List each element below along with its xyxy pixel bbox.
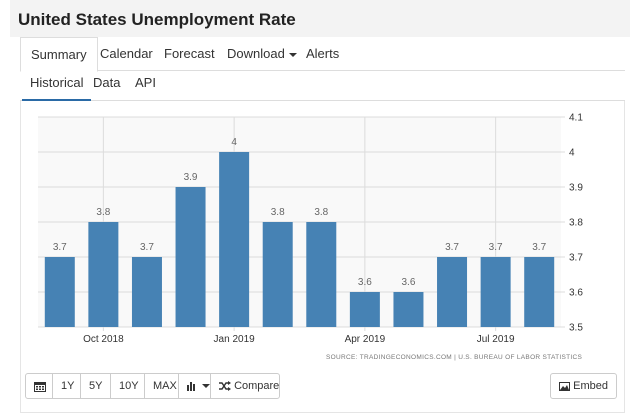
y-tick-label: 3.7 (569, 253, 583, 264)
caret-down-icon (288, 52, 297, 57)
bar (88, 222, 119, 327)
x-tick-label: Jan 2019 (214, 334, 256, 345)
bar-value-label: 3.7 (53, 242, 67, 253)
tab-alerts[interactable]: Alerts (296, 37, 349, 71)
chart-type-button[interactable] (178, 373, 211, 399)
compare-button[interactable]: Compare (210, 373, 280, 399)
subtab-data-label: Data (93, 75, 121, 90)
unemployment-chart: 4.1 4 3.9 3.8 3.7 3.6 3.5 3.7 3.8 3.7 3.9 4 3.8 3.8 3.… (38, 113, 583, 361)
bar-value-label: 4 (231, 137, 237, 148)
chart-panel: 4.1 4 3.9 3.8 3.7 3.6 3.5 3.7 3.8 3.7 3.9 4 3.8 3.8 3.… (20, 101, 625, 366)
range-5y-button[interactable]: 5Y (80, 373, 111, 399)
range-max-label: MAX (153, 380, 177, 392)
bar (437, 257, 468, 327)
main-tabs: Summary Calendar Forecast Download Alert… (20, 37, 625, 72)
sub-tabs: Historical Data API (20, 71, 625, 101)
embed-button[interactable]: Embed (550, 373, 617, 399)
subtab-historical[interactable]: Historical (22, 71, 92, 101)
subtab-api[interactable]: API (127, 71, 164, 101)
tab-calendar[interactable]: Calendar (90, 37, 163, 71)
range-max-button[interactable]: MAX (144, 373, 179, 399)
subtab-api-label: API (135, 75, 156, 90)
image-icon (559, 381, 571, 391)
range-10y-button[interactable]: 10Y (110, 373, 145, 399)
tab-forecast[interactable]: Forecast (154, 37, 225, 71)
y-tick-label: 3.6 (569, 288, 583, 299)
range-1y-label: 1Y (61, 380, 75, 392)
bar-chart-icon (187, 382, 195, 392)
embed-label: Embed (573, 380, 608, 392)
tab-summary-label: Summary (31, 47, 87, 62)
chart-controls: 1Y 5Y 10Y MAX Compare Embed (20, 366, 625, 413)
y-tick-label: 3.9 (569, 183, 583, 194)
x-tick-label: Oct 2018 (83, 334, 124, 345)
bar-value-label: 3.6 (402, 277, 416, 288)
bar-value-label: 3.6 (358, 277, 372, 288)
bar-value-label: 3.8 (271, 207, 285, 218)
x-tick-label: Jul 2019 (477, 334, 515, 345)
tab-download[interactable]: Download (217, 37, 307, 71)
calendar-icon (34, 381, 46, 392)
range-1y-button[interactable]: 1Y (52, 373, 81, 399)
tab-download-label: Download (227, 46, 285, 61)
bar-value-label: 3.7 (489, 242, 503, 253)
subtab-data[interactable]: Data (85, 71, 128, 101)
range-button-group: 1Y 5Y 10Y MAX Compare (25, 373, 280, 399)
tab-summary[interactable]: Summary (20, 37, 98, 72)
bar (393, 292, 424, 327)
x-tick-label: Apr 2019 (345, 334, 386, 345)
tab-alerts-label: Alerts (306, 46, 340, 61)
y-tick-label: 3.5 (569, 323, 583, 334)
bar (262, 222, 293, 327)
bar-value-label: 3.7 (140, 242, 154, 253)
range-5y-label: 5Y (89, 380, 103, 392)
bar (131, 257, 162, 327)
bar-value-label: 3.9 (184, 172, 198, 183)
tab-calendar-label: Calendar (100, 46, 153, 61)
bar-value-label: 3.7 (532, 242, 546, 253)
page-title: United States Unemployment Rate (18, 10, 296, 29)
bar (306, 222, 337, 327)
bar-value-label: 3.8 (314, 207, 328, 218)
tab-forecast-label: Forecast (164, 46, 215, 61)
shuffle-icon (219, 381, 231, 392)
bar (524, 257, 555, 327)
y-tick-label: 4.1 (569, 113, 583, 124)
y-tick-label: 3.8 (569, 218, 583, 229)
bar (219, 152, 250, 327)
title-bar: United States Unemployment Rate (10, 0, 630, 37)
bar (44, 257, 75, 327)
bar-value-label: 3.8 (96, 207, 110, 218)
bar (175, 187, 206, 327)
range-10y-label: 10Y (119, 380, 139, 392)
y-tick-label: 4 (569, 148, 575, 159)
bar (480, 257, 511, 327)
bar (349, 292, 380, 327)
chart-type-caret-icon (202, 384, 210, 389)
calendar-button[interactable] (25, 373, 53, 399)
compare-label: Compare (234, 380, 280, 392)
bar-value-label: 3.7 (445, 242, 459, 253)
subtab-historical-label: Historical (30, 75, 84, 90)
source-note: SOURCE: TRADINGECONOMICS.COM | U.S. BURE… (326, 354, 582, 361)
